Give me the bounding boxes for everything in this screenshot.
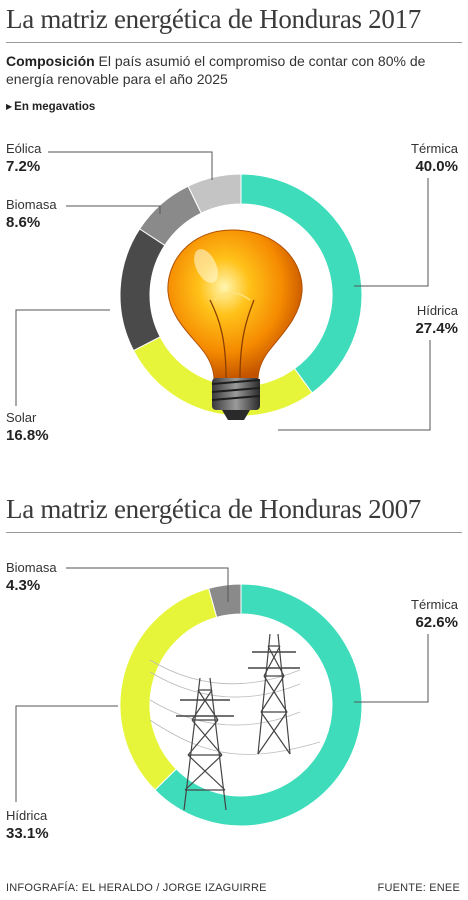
slice-biomasa-2007 bbox=[208, 583, 242, 618]
leader-eolica-2017 bbox=[48, 151, 213, 180]
donut-2017 bbox=[119, 173, 363, 417]
pct-solar-2017: 16.8% bbox=[6, 427, 49, 444]
intro-text: Composición El país asumió el compromiso… bbox=[6, 52, 462, 88]
chart-title-2007: La matriz energética de Honduras 2007 bbox=[6, 494, 421, 524]
pct-biomasa-2017: 8.6% bbox=[6, 214, 41, 231]
intro-body: El país asumió el compromiso de contar c… bbox=[6, 53, 426, 87]
label-eolica-2017: Eólica bbox=[6, 141, 42, 156]
footer-source: FUENTE: ENEE bbox=[377, 882, 460, 894]
label-hidrica-2007: Hídrica bbox=[6, 808, 48, 823]
triangle-bullet-icon: ▶ bbox=[6, 102, 13, 111]
leaders-2017 bbox=[15, 151, 431, 431]
leader-hidrica-2017 bbox=[278, 340, 431, 431]
pct-eolica-2017: 7.2% bbox=[6, 158, 41, 175]
leader-solar-2017 bbox=[15, 309, 110, 406]
label-biomasa-2017: Biomasa bbox=[6, 197, 57, 212]
label-hidrica-2017: Hídrica bbox=[416, 303, 458, 318]
label-biomasa-2007: Biomasa bbox=[6, 560, 57, 575]
donut-2007 bbox=[119, 583, 363, 827]
footer-credit: INFOGRAFÍA: EL HERALDO / JORGE IZAGUIRRE bbox=[6, 882, 267, 894]
leaders-2007 bbox=[15, 567, 429, 802]
slice-termica-2007 bbox=[154, 583, 363, 827]
unit-note: ▶ En megavatios bbox=[6, 101, 95, 113]
leader-hidrica-2007 bbox=[15, 705, 118, 802]
pct-hidrica-2007: 33.1% bbox=[6, 825, 49, 842]
light-bulb-icon bbox=[167, 229, 303, 420]
pct-biomasa-2007: 4.3% bbox=[6, 577, 41, 594]
title-divider-2007 bbox=[6, 532, 462, 533]
unit-label: En megavatios bbox=[14, 101, 96, 113]
pct-hidrica-2017: 27.4% bbox=[415, 320, 458, 337]
leader-termica-2017 bbox=[354, 178, 429, 287]
leader-biomasa-2017 bbox=[66, 205, 161, 214]
slice-termica-2017 bbox=[240, 173, 363, 394]
label-termica-2017: Térmica bbox=[411, 141, 458, 156]
pct-termica-2017: 40.0% bbox=[415, 158, 458, 175]
slice-eolica-2017 bbox=[187, 173, 242, 214]
power-tower-icon bbox=[149, 633, 321, 811]
intro-lead: Composición bbox=[6, 53, 95, 69]
chart-title-2017: La matriz energética de Honduras 2017 bbox=[6, 4, 421, 34]
title-divider-2017 bbox=[6, 42, 462, 43]
slice-hidrica-2007 bbox=[119, 587, 218, 791]
label-solar-2017: Solar bbox=[6, 410, 37, 425]
pct-termica-2007: 62.6% bbox=[415, 614, 458, 631]
leader-termica-2007 bbox=[354, 634, 429, 703]
label-termica-2007: Térmica bbox=[411, 597, 458, 612]
slice-solar-2017 bbox=[119, 228, 166, 352]
leader-biomasa-2007 bbox=[66, 567, 229, 602]
